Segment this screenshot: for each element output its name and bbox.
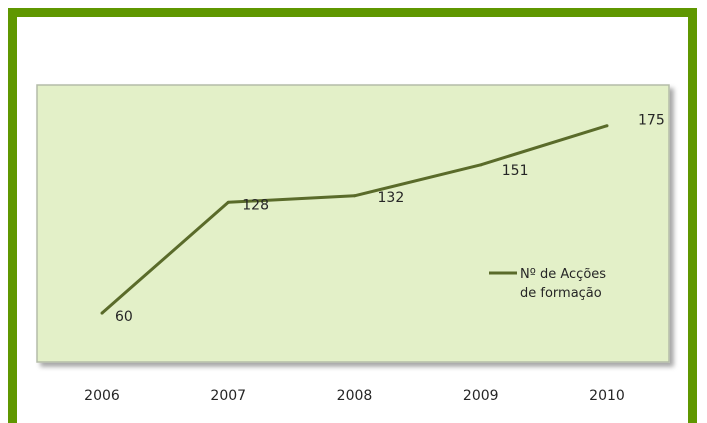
data-label: 175 bbox=[638, 113, 665, 129]
data-point bbox=[353, 194, 356, 198]
data-point bbox=[226, 200, 230, 204]
data-point bbox=[605, 124, 609, 128]
frame-left-border bbox=[8, 8, 17, 423]
x-axis-ticks: 2006 2007 2008 2009 2010 bbox=[84, 388, 625, 404]
data-label: 128 bbox=[242, 197, 269, 213]
x-tick-label: 2008 bbox=[337, 388, 373, 404]
x-tick-label: 2010 bbox=[589, 388, 625, 404]
data-label: 60 bbox=[115, 309, 133, 325]
legend: Nº de Acções de formação bbox=[489, 267, 606, 301]
data-label: 132 bbox=[378, 190, 405, 206]
plot-area bbox=[36, 84, 670, 363]
frame-top-border bbox=[8, 8, 697, 17]
x-tick-label: 2006 bbox=[84, 388, 120, 404]
x-tick-label: 2009 bbox=[463, 388, 499, 404]
data-point bbox=[100, 311, 104, 315]
data-label: 151 bbox=[502, 163, 529, 179]
legend-label-line: Nº de Acções bbox=[520, 267, 606, 282]
legend-label: Nº de Acções de formação bbox=[520, 267, 606, 301]
data-label-layer: 60 128 132 151 175 bbox=[115, 113, 665, 325]
series-layer bbox=[100, 124, 609, 315]
legend-label-line: de formação bbox=[520, 286, 602, 301]
x-tick-label: 2007 bbox=[210, 388, 246, 404]
frame-right-border bbox=[688, 8, 697, 423]
data-point bbox=[479, 163, 483, 167]
